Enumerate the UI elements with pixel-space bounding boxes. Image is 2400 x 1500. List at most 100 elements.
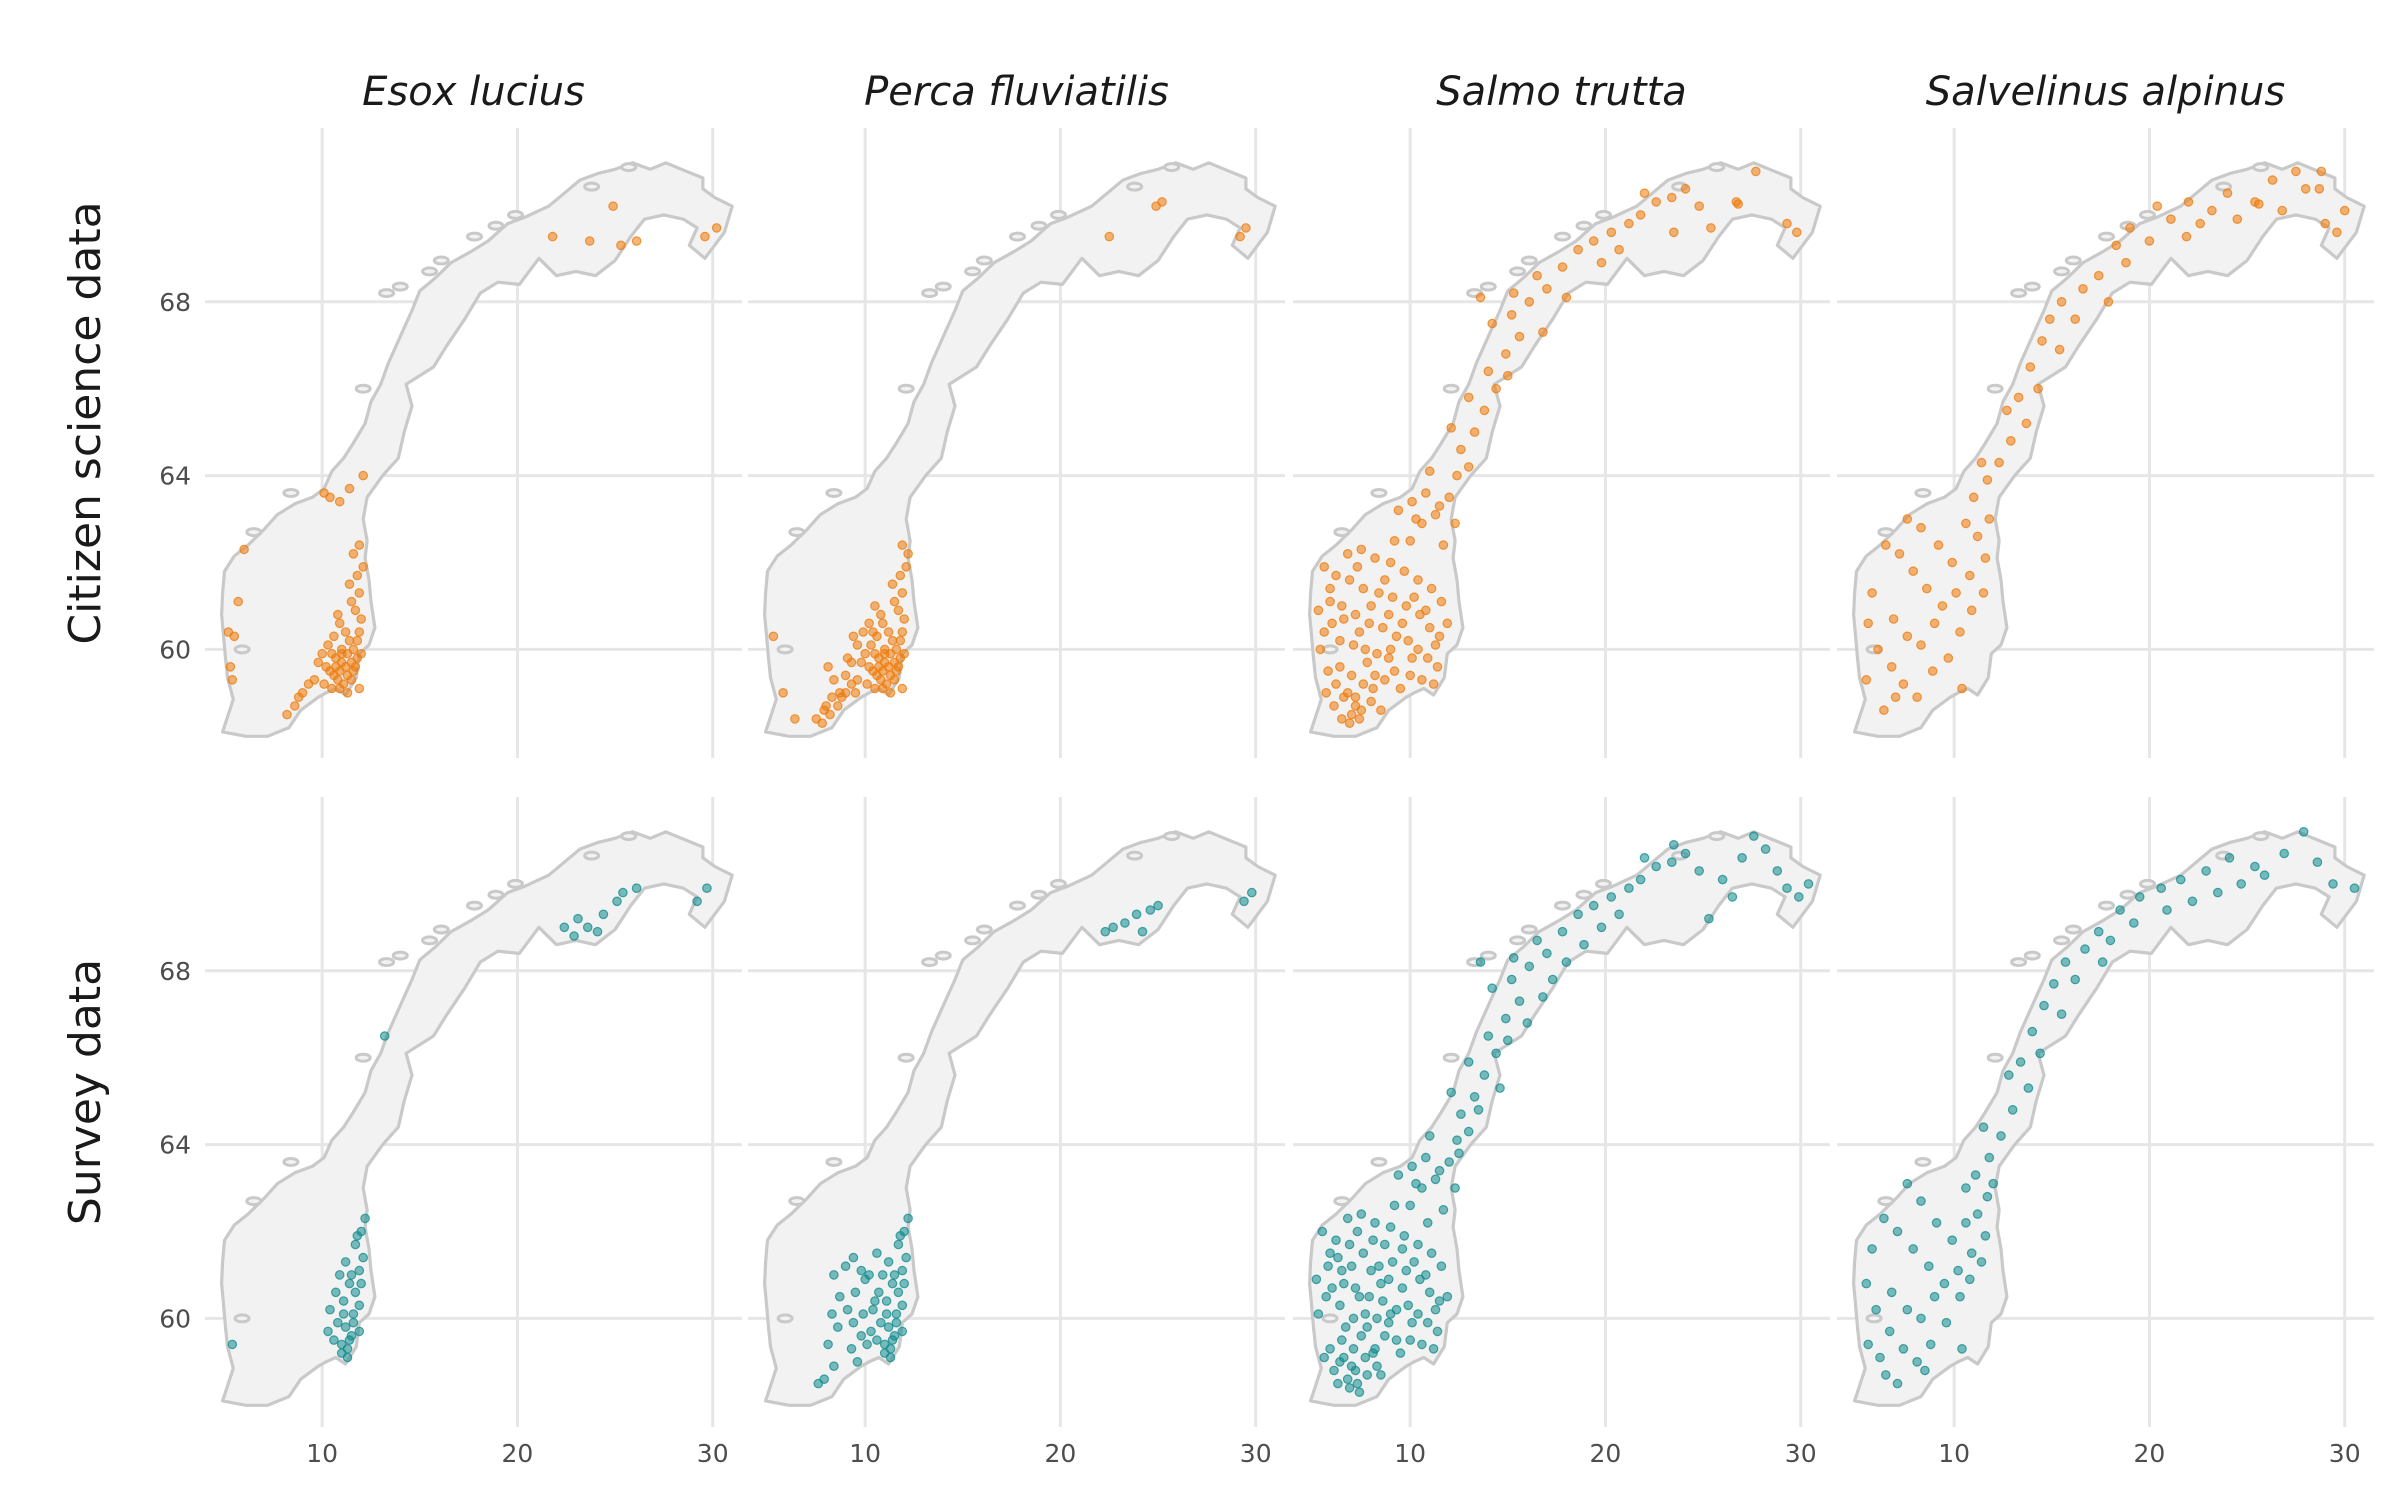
panel-citizen-science-data-esox-lucius [205, 128, 742, 758]
data-point [1428, 1343, 1439, 1354]
data-point [233, 596, 243, 607]
island-outline [506, 209, 524, 220]
data-point [1374, 1261, 1384, 1271]
data-point [2279, 848, 2289, 859]
data-point [1409, 592, 1419, 602]
data-point [329, 1335, 339, 1345]
island-outline [2010, 288, 2028, 299]
data-point [1984, 514, 1995, 524]
data-point [1635, 210, 1646, 220]
data-point [1884, 1326, 1895, 1337]
data-point [1350, 692, 1361, 702]
x-tick-label-30: 30 [697, 1439, 729, 1468]
data-point [2027, 1026, 2038, 1037]
island-outline [2053, 935, 2071, 946]
data-point [881, 1309, 892, 1319]
data-point [1422, 1317, 1433, 1328]
data-point [1360, 1309, 1371, 1319]
island-outline [282, 487, 300, 498]
data-point [1344, 575, 1355, 585]
data-point [2007, 1104, 2018, 1115]
island-outline [2252, 162, 2270, 173]
data-point [1514, 331, 1525, 342]
data-point [1890, 692, 1901, 702]
island-outline [2023, 950, 2041, 961]
data-point [1475, 957, 1486, 967]
data-point [569, 931, 579, 941]
data-point [856, 657, 867, 668]
island-outline [1442, 1052, 1460, 1063]
island-outline [1333, 1196, 1351, 1207]
data-point [1573, 244, 1583, 255]
data-point [2236, 879, 2246, 889]
data-point [899, 648, 909, 659]
data-point [1503, 1035, 1513, 1046]
island-outline [506, 878, 524, 889]
data-point [1880, 540, 1891, 550]
y-tick-label-68: 68 [159, 288, 191, 317]
data-point [1955, 627, 1965, 637]
data-point [897, 540, 908, 550]
island-outline [825, 1156, 843, 1167]
data-point [354, 1265, 365, 1276]
data-point [1401, 601, 1412, 611]
data-point [883, 1322, 894, 1332]
data-point [356, 1278, 366, 1289]
data-point [1422, 653, 1433, 663]
data-point [870, 683, 880, 694]
data-point [1782, 883, 1792, 893]
island-outline [2023, 281, 2041, 292]
data-point [897, 1326, 908, 1337]
data-point [1411, 1178, 1421, 1189]
data-point [846, 1343, 857, 1354]
data-point [1364, 618, 1374, 629]
data-point [354, 1300, 365, 1311]
island-outline [1370, 1156, 1388, 1167]
data-point [901, 561, 911, 572]
data-point [1624, 218, 1634, 229]
data-point [1430, 640, 1441, 650]
data-point [344, 579, 355, 589]
data-point [1614, 909, 1624, 920]
data-point [1362, 1370, 1372, 1380]
data-point [1380, 1330, 1390, 1341]
data-point [1892, 1378, 1903, 1389]
data-point [350, 1287, 361, 1298]
data-point [2039, 1000, 2049, 1011]
data-point [1424, 622, 1435, 633]
island-outline [1553, 900, 1571, 911]
data-point [344, 635, 355, 646]
data-point [1624, 883, 1634, 893]
data-point [352, 635, 363, 646]
data-point [1717, 874, 1728, 885]
data-point [1508, 953, 1519, 963]
column-labels: Esox lucius Perca fluviatilis Salmo trutta… [362, 69, 2285, 115]
data-point [2162, 905, 2172, 915]
data-point [340, 1322, 351, 1332]
data-point [864, 1270, 874, 1280]
data-point [1405, 1335, 1415, 1345]
island-outline [421, 266, 439, 277]
data-point [1340, 1322, 1351, 1332]
island-outline [2097, 900, 2115, 911]
data-point [1407, 1317, 1417, 1328]
data-point [1434, 631, 1445, 642]
data-point [1336, 714, 1347, 724]
island-outline [788, 1196, 806, 1207]
data-point [883, 627, 894, 637]
data-point [897, 627, 908, 637]
island-outline [964, 266, 982, 277]
data-point [1694, 866, 1704, 876]
data-point [1342, 1374, 1353, 1384]
data-point [2021, 418, 2032, 429]
data-point [2060, 957, 2071, 967]
data-point [2349, 883, 2360, 893]
data-point [1861, 1278, 1872, 1289]
data-point [225, 661, 236, 672]
data-point [1362, 1322, 1372, 1332]
data-point [1246, 887, 1257, 898]
data-point [1319, 561, 1329, 572]
data-point [903, 548, 913, 559]
data-point [327, 683, 337, 694]
data-point [891, 1317, 902, 1328]
